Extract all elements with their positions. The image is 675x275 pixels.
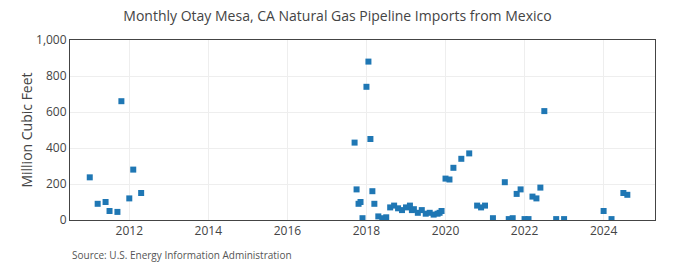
svg-text:2022: 2022 xyxy=(511,222,539,239)
svg-text:2018: 2018 xyxy=(353,222,381,239)
svg-text:2012: 2012 xyxy=(116,222,144,239)
svg-text:400: 400 xyxy=(46,139,67,156)
svg-text:800: 800 xyxy=(46,67,67,84)
svg-text:0: 0 xyxy=(60,211,67,228)
svg-text:600: 600 xyxy=(46,103,67,120)
svg-text:Monthly Otay Mesa, CA Natural: Monthly Otay Mesa, CA Natural Gas Pipeli… xyxy=(123,6,551,25)
svg-text:2024: 2024 xyxy=(590,222,618,239)
svg-text:2014: 2014 xyxy=(195,222,223,239)
svg-text:2020: 2020 xyxy=(432,222,460,239)
svg-text:1,000: 1,000 xyxy=(36,31,67,48)
svg-text:200: 200 xyxy=(46,175,67,192)
svg-text:2016: 2016 xyxy=(274,222,302,239)
svg-text:Source: U.S. Energy Informatio: Source: U.S. Energy Information Administ… xyxy=(72,248,292,262)
svg-text:Million Cubic Feet: Million Cubic Feet xyxy=(17,72,36,187)
